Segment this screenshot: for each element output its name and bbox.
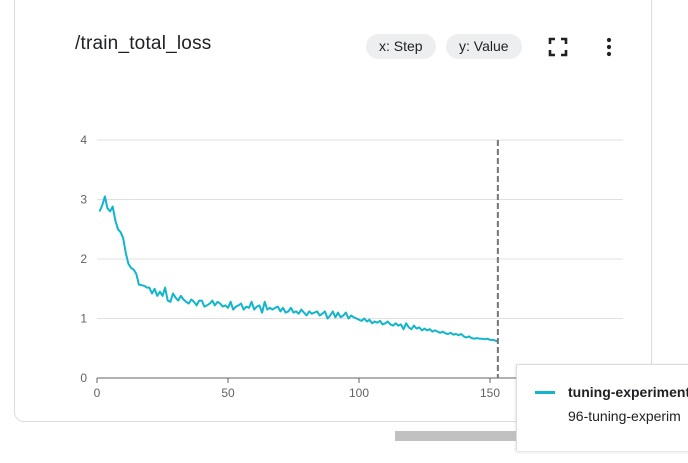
y-tick-label-0: 0 [80,371,87,385]
tick-labels: 0 1 2 3 4 0 50 100 150 [80,133,500,400]
chart-title: /train_total_loss [75,33,212,54]
series-line-0 [98,195,499,343]
y-axis-chip[interactable]: y: Value [446,34,522,59]
series-layer [98,195,499,343]
x-tick-label-150: 150 [480,386,500,400]
x-tick-label-100: 100 [349,386,369,400]
x-tick-label-50: 50 [221,386,235,400]
y-tick-label-4: 4 [80,133,87,147]
horizontal-scrollbar[interactable] [395,431,516,441]
legend-run-name: tuning-experiment [568,384,688,400]
grid-lines [97,139,623,319]
y-tick-label-2: 2 [80,252,87,266]
more-vert-icon[interactable] [597,35,621,59]
legend-run-name-cont: 96-tuning-experim [568,408,681,424]
fullscreen-icon[interactable] [546,35,570,59]
legend-tooltip: tuning-experiment 96-tuning-experim [516,364,688,451]
x-axis-chip[interactable]: x: Step [366,34,436,59]
y-tick-label-3: 3 [80,193,87,207]
y-tick-label-1: 1 [80,312,87,326]
x-tick-label-0: 0 [94,386,101,400]
chart-card [14,0,652,422]
legend-swatch [535,391,555,394]
